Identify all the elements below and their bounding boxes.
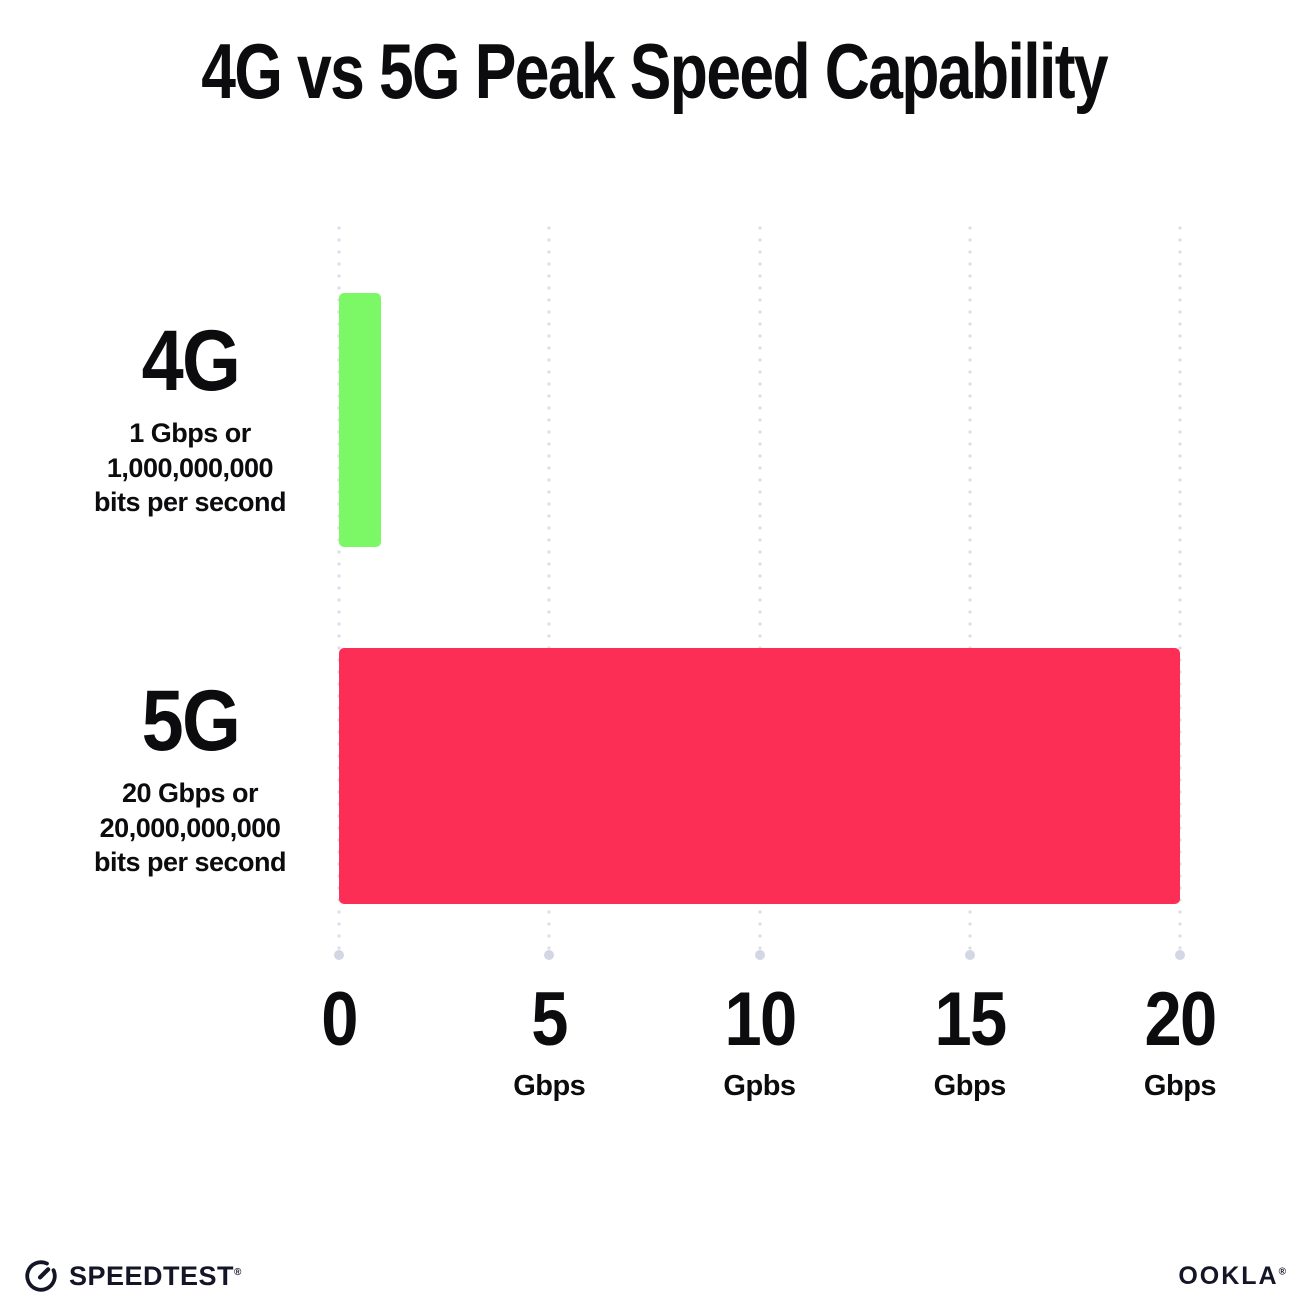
- ookla-logo: OOKLA®: [1178, 1262, 1286, 1291]
- sublabel-line: 20 Gbps or: [121, 778, 259, 808]
- category-name-5g: 5G: [141, 673, 240, 769]
- gridline-10: [757, 222, 762, 956]
- trademark-mark: ®: [1278, 1266, 1286, 1278]
- x-tick-5: 5 Gbps: [513, 977, 586, 1103]
- bar-4g: [339, 293, 382, 547]
- x-tick-unit: Gbps: [1143, 1070, 1217, 1102]
- speedtest-logo: SPEEDTEST®: [22, 1257, 241, 1295]
- chart-title: 4G vs 5G Peak Speed Capability: [0, 26, 1308, 117]
- x-tick-unit: Gbps: [513, 1070, 586, 1102]
- gridline-20: [1178, 222, 1182, 956]
- x-tick-unit: Gpbs: [723, 1070, 796, 1102]
- sublabel-line: 1 Gbps or: [129, 418, 251, 448]
- x-tick-unit: Gbps: [933, 1070, 1007, 1102]
- x-axis: 0 5 Gbps 10 Gpbs 15 Gbps 20 Gbps: [321, 977, 1217, 1103]
- category-name-4g: 4G: [141, 313, 240, 409]
- x-tick-20: 20 Gbps: [1140, 982, 1221, 1103]
- sublabel-line: bits per second: [93, 487, 287, 518]
- trademark-mark: ®: [234, 1266, 242, 1278]
- x-tick-15: 15 Gbps: [929, 982, 1010, 1103]
- gridline-0: [337, 222, 341, 956]
- sublabel-line: bits per second: [93, 847, 287, 878]
- x-tick-number: 5: [531, 977, 569, 1062]
- x-tick-number: 20: [1144, 977, 1218, 1062]
- category-sublabel-5g: 20 Gbps or 20,000,000,000 bits per secon…: [48, 776, 332, 880]
- bar-5g: [339, 648, 1180, 904]
- x-tick-number: 15: [934, 977, 1007, 1062]
- speedometer-icon: [25, 1260, 57, 1292]
- x-tick-0: 0: [319, 982, 359, 1058]
- category-label-4g: 4G 1 Gbps or 1,000,000,000 bits per seco…: [48, 318, 332, 520]
- gridline-15: [967, 222, 972, 956]
- x-tick-10: 10 Gpbs: [719, 982, 800, 1103]
- x-tick-number: 10: [724, 977, 797, 1062]
- gridline-5: [547, 222, 552, 956]
- ookla-logo-text: OOKLA®: [1178, 1262, 1286, 1290]
- chart-title-text: 4G vs 5G Peak Speed Capability: [201, 27, 1108, 115]
- category-label-5g: 5G 20 Gbps or 20,000,000,000 bits per se…: [48, 678, 332, 880]
- sublabel-line: 20,000,000,000: [99, 812, 281, 843]
- plot-area: [337, 222, 1182, 956]
- x-tick-number: 0: [321, 977, 358, 1062]
- category-sublabel-4g: 1 Gbps or 1,000,000,000 bits per second: [48, 416, 332, 520]
- speedtest-logo-text: SPEEDTEST®: [69, 1260, 242, 1291]
- sublabel-line: 1,000,000,000: [106, 452, 274, 483]
